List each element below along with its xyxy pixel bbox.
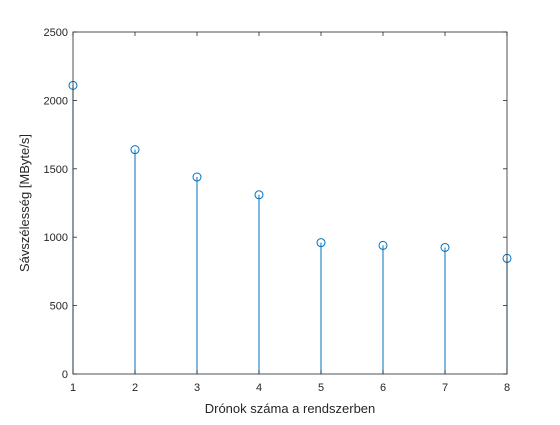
x-ticks: 1 2 3 4 5 6 7 8 xyxy=(70,32,510,394)
x-tick-label: 1 xyxy=(70,382,76,394)
x-tick-label: 6 xyxy=(380,382,386,394)
stem-marker xyxy=(378,240,388,250)
y-tick-label: 1500 xyxy=(44,164,68,176)
stem-marker xyxy=(192,172,202,182)
x-tick-label: 5 xyxy=(318,382,324,394)
x-tick-label: 7 xyxy=(442,382,448,394)
y-tick-label: 0 xyxy=(62,369,68,381)
x-tick-label: 3 xyxy=(194,382,200,394)
y-tick-label: 2500 xyxy=(44,27,68,39)
x-axis-label: Drónok száma a rendszerben xyxy=(205,401,376,416)
plot-area xyxy=(73,32,507,374)
stem-marker xyxy=(316,238,326,248)
y-tick-label: 2000 xyxy=(44,95,68,107)
stem-marker xyxy=(130,145,140,155)
stem-marker xyxy=(254,190,264,200)
y-ticks: 0 500 1000 1500 2000 2500 xyxy=(44,27,507,381)
x-tick-label: 4 xyxy=(256,382,262,394)
y-axis-label: Sávszélesség [MByte/s] xyxy=(17,134,32,272)
y-tick-label: 1000 xyxy=(44,232,68,244)
y-tick-label: 500 xyxy=(50,301,68,313)
x-tick-label: 8 xyxy=(504,382,510,394)
stem-marker xyxy=(440,242,450,252)
axes-box xyxy=(72,31,508,375)
x-tick-label: 2 xyxy=(132,382,138,394)
